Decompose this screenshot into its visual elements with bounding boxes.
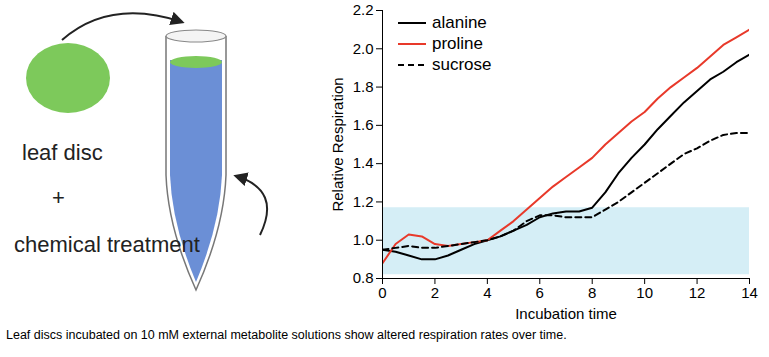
svg-text:2.2: 2.2 (353, 1, 374, 18)
svg-text:1.4: 1.4 (353, 154, 374, 171)
svg-text:8: 8 (588, 284, 596, 301)
svg-text:chemical treatment: chemical treatment (14, 232, 200, 257)
html-text:proline: proline (432, 34, 483, 53)
svg-text:Incubation time: Incubation time (515, 305, 617, 322)
svg-text:0: 0 (378, 284, 386, 301)
svg-text:2: 2 (431, 284, 439, 301)
svg-text:12: 12 (689, 284, 706, 301)
svg-text:0.8: 0.8 (353, 269, 374, 286)
svg-text:leaf disc: leaf disc (22, 140, 103, 165)
svg-text:10: 10 (636, 284, 653, 301)
svg-text:1.6: 1.6 (353, 116, 374, 133)
svg-text:1.0: 1.0 (353, 231, 374, 248)
html-text:Leaf discs incubated on 10 mM: Leaf discs incubated on 10 mM external m… (6, 328, 567, 342)
svg-text:1.8: 1.8 (353, 78, 374, 95)
svg-text:+: + (52, 185, 65, 210)
svg-text:2.0: 2.0 (353, 40, 374, 57)
svg-text:4: 4 (483, 284, 491, 301)
svg-text:Relative Respiration: Relative Respiration (329, 77, 346, 211)
html-text:sucrose: sucrose (432, 55, 492, 74)
svg-text:1.2: 1.2 (353, 193, 374, 210)
svg-text:14: 14 (741, 284, 758, 301)
svg-text:6: 6 (536, 284, 544, 301)
html-text:alanine: alanine (432, 13, 487, 32)
